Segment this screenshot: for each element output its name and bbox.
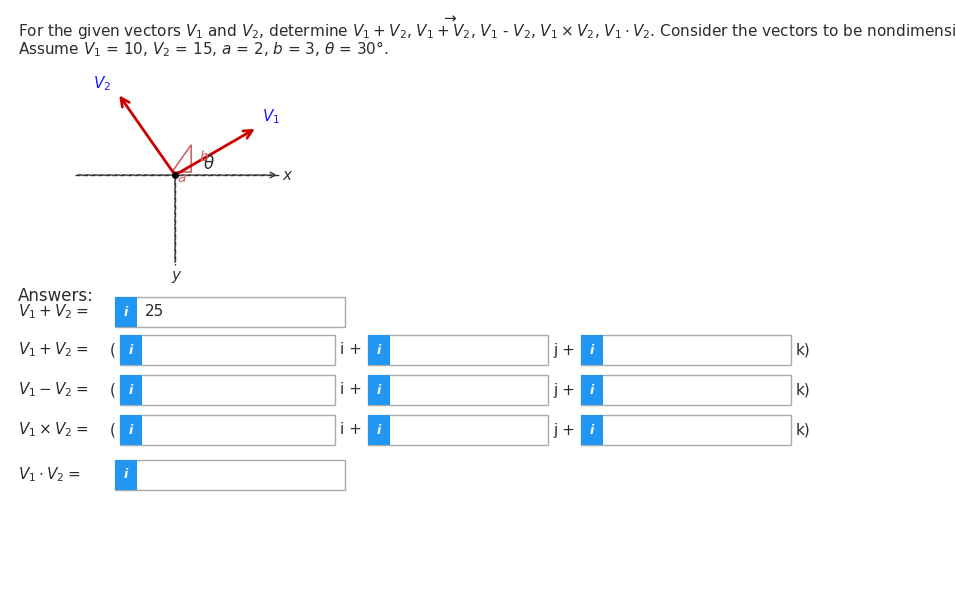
Text: i: i (377, 344, 381, 356)
Bar (581, 375, 791, 405)
Text: $V_1 + V_2 =$: $V_1 + V_2 =$ (18, 302, 88, 321)
Text: j +: j + (553, 422, 575, 437)
Text: 25: 25 (145, 304, 164, 319)
Bar (368, 375, 548, 405)
Bar (120, 375, 142, 405)
Text: k): k) (796, 422, 811, 437)
Text: k): k) (796, 382, 811, 397)
Text: Answers:: Answers: (18, 287, 94, 305)
Text: i: i (129, 424, 133, 436)
Text: i: i (377, 424, 381, 436)
Bar (581, 335, 791, 365)
Bar (120, 415, 142, 445)
Bar (368, 415, 390, 445)
Text: i: i (129, 344, 133, 356)
Text: (: ( (110, 342, 116, 358)
Text: i +: i + (340, 422, 362, 437)
Text: $y$: $y$ (171, 269, 183, 285)
Bar (368, 335, 548, 365)
Bar (120, 335, 142, 365)
Bar (120, 375, 335, 405)
Text: (: ( (110, 422, 116, 437)
Text: $V_1 - V_2 =$: $V_1 - V_2 =$ (18, 381, 88, 399)
Bar (581, 375, 603, 405)
Bar (120, 335, 335, 365)
Text: $b$: $b$ (199, 149, 209, 164)
Text: $\theta$: $\theta$ (203, 155, 215, 173)
Bar (368, 375, 390, 405)
Text: $x$: $x$ (282, 168, 293, 183)
Bar (368, 415, 548, 445)
Text: k): k) (796, 342, 811, 358)
Text: $V_1 \times V_2 =$: $V_1 \times V_2 =$ (18, 420, 88, 439)
Text: Assume $V_1$ = 10, $V_2$ = 15, $a$ = 2, $b$ = 3, $\theta$ = 30°.: Assume $V_1$ = 10, $V_2$ = 15, $a$ = 2, … (18, 39, 388, 59)
Bar (115, 460, 345, 490)
Text: i +: i + (340, 382, 362, 397)
Bar (120, 415, 335, 445)
Text: $V_1$: $V_1$ (262, 107, 280, 125)
Bar (115, 297, 137, 327)
Text: $V_1 \cdot V_2 =$: $V_1 \cdot V_2 =$ (18, 466, 80, 485)
Text: i: i (377, 384, 381, 396)
Text: $a$: $a$ (177, 171, 186, 185)
Text: $V_2$: $V_2$ (93, 74, 111, 93)
Text: For the given vectors $V_1$ and $V_2$, determine $V_1 + V_2$, $\overrightarrow{V: For the given vectors $V_1$ and $V_2$, d… (18, 15, 956, 42)
Bar (368, 335, 390, 365)
Bar (581, 415, 791, 445)
Text: i: i (129, 384, 133, 396)
Bar (115, 460, 137, 490)
Text: j +: j + (553, 342, 575, 358)
Text: i: i (124, 306, 128, 318)
Text: $V_1 + V_2 =$: $V_1 + V_2 =$ (18, 341, 88, 359)
Bar (581, 335, 603, 365)
Text: i: i (590, 424, 594, 436)
Text: (: ( (110, 382, 116, 397)
Text: i: i (590, 384, 594, 396)
Text: j +: j + (553, 382, 575, 397)
Bar (115, 297, 345, 327)
Text: i: i (590, 344, 594, 356)
Text: i: i (124, 468, 128, 482)
Text: i +: i + (340, 342, 362, 358)
Bar (581, 415, 603, 445)
